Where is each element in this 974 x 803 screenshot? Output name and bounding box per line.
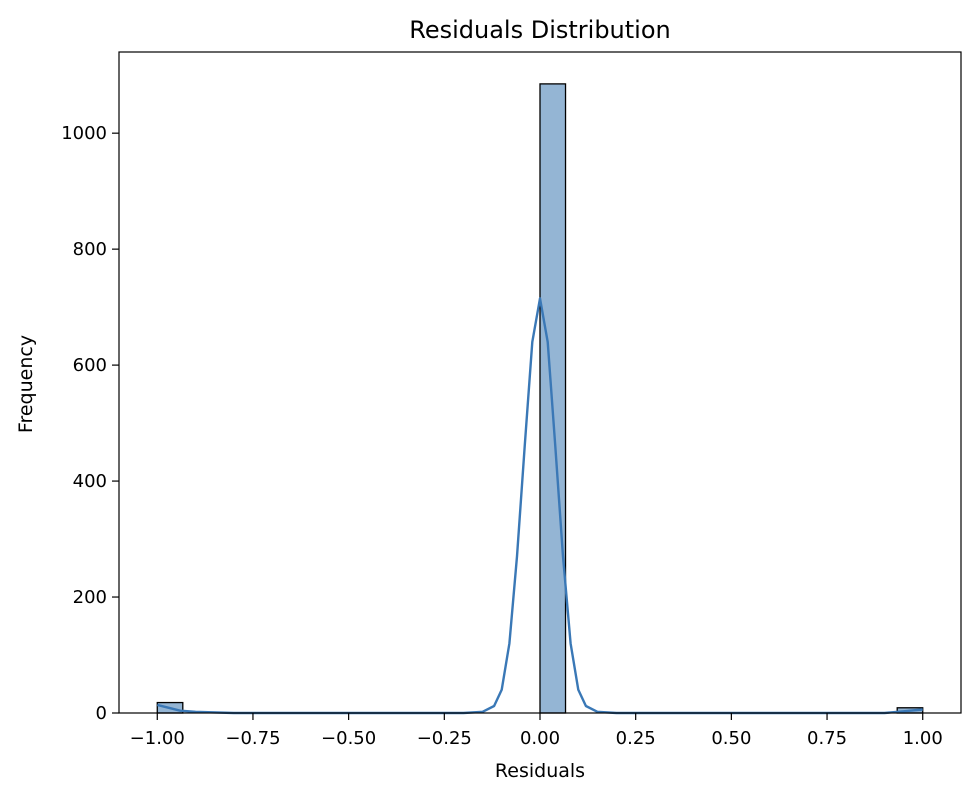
x-tick-label: −1.00 bbox=[130, 728, 185, 749]
y-tick-label: 800 bbox=[73, 239, 107, 260]
y-tick-label: 400 bbox=[73, 471, 107, 492]
x-tick-label: −0.75 bbox=[225, 728, 280, 749]
x-tick-label: −0.50 bbox=[321, 728, 376, 749]
y-tick-label: 200 bbox=[73, 587, 107, 608]
x-tick-label: 1.00 bbox=[903, 728, 943, 749]
y-ticks: 0 200 400 600 800 1000 bbox=[61, 123, 119, 724]
x-tick-label: 0.50 bbox=[711, 728, 751, 749]
x-ticks: −1.00 −0.75 −0.50 −0.25 0.00 0.25 0.50 0.75 1.00 bbox=[130, 713, 943, 749]
y-tick-label: 1000 bbox=[61, 123, 107, 144]
chart-title: Residuals Distribution bbox=[409, 16, 671, 44]
x-axis-label: Residuals bbox=[495, 760, 585, 782]
x-tick-label: −0.25 bbox=[417, 728, 472, 749]
x-tick-label: 0.25 bbox=[616, 728, 656, 749]
y-tick-label: 0 bbox=[96, 703, 107, 724]
y-axis-label: Frequency bbox=[15, 335, 37, 433]
y-tick-label: 600 bbox=[73, 355, 107, 376]
x-tick-label: 0.00 bbox=[520, 728, 560, 749]
x-tick-label: 0.75 bbox=[807, 728, 847, 749]
